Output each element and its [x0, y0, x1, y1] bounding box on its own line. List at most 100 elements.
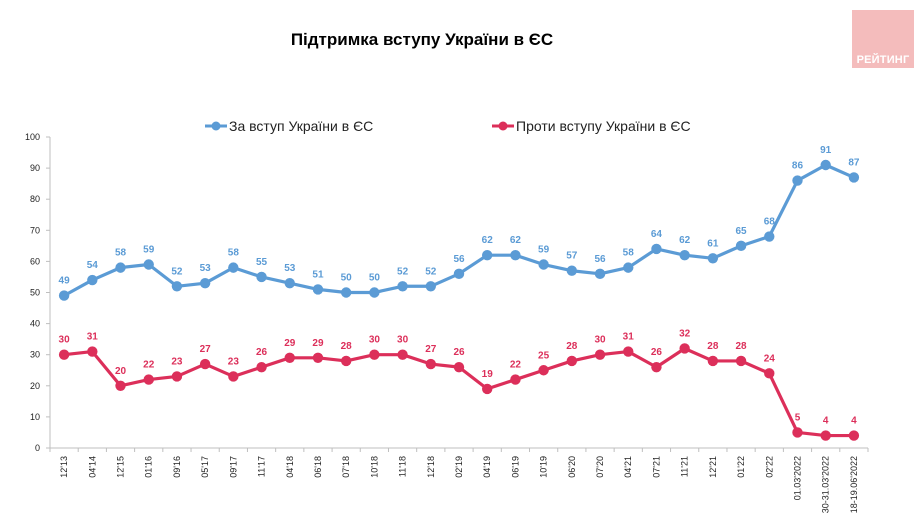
x-tick-label: 02'19 [454, 456, 464, 478]
x-tick-label: 11'21 [680, 456, 690, 477]
x-tick-label: 01.03'2022 [792, 456, 802, 500]
data-label: 30 [369, 335, 381, 346]
data-label: 27 [425, 344, 437, 355]
data-label: 53 [284, 263, 296, 274]
x-tick-label: 07'20 [595, 456, 605, 478]
x-tick-label: 07'21 [651, 456, 661, 478]
x-tick-label: 12'18 [426, 456, 436, 478]
y-tick-label: 60 [30, 256, 40, 266]
x-tick-label: 30-31.03'2022 [821, 456, 831, 513]
data-label: 26 [453, 347, 465, 358]
data-label: 29 [284, 338, 296, 349]
data-label: 61 [707, 238, 719, 249]
data-point [707, 253, 719, 264]
y-tick-label: 40 [30, 319, 40, 329]
data-label: 51 [312, 269, 324, 280]
data-point [87, 346, 98, 357]
data-label: 86 [792, 161, 804, 172]
rating-logo: РЕЙТИНГ [852, 10, 914, 68]
data-point [651, 243, 662, 255]
data-label: 26 [256, 347, 268, 358]
x-tick-label: 02'22 [764, 456, 774, 478]
x-tick-label: 18-19.06'2022 [849, 456, 859, 513]
y-tick-label: 50 [30, 288, 40, 298]
data-label: 4 [823, 416, 829, 427]
data-label: 30 [594, 335, 606, 346]
data-point [735, 240, 747, 252]
data-point [594, 268, 606, 280]
data-label: 56 [594, 254, 606, 265]
x-tick-label: 06'18 [313, 456, 323, 478]
data-point [453, 268, 465, 280]
data-point [425, 358, 436, 370]
logo-text: РЕЙТИНГ [856, 54, 910, 66]
data-point [510, 249, 521, 261]
y-tick-label: 30 [30, 350, 40, 360]
data-point [651, 361, 662, 373]
data-label: 52 [425, 266, 437, 277]
data-label: 53 [200, 263, 212, 274]
x-tick-label: 06'20 [567, 456, 577, 478]
data-point [256, 361, 267, 373]
y-tick-label: 20 [30, 381, 40, 391]
data-label: 23 [228, 356, 240, 367]
data-point [482, 383, 493, 395]
data-point [199, 277, 211, 289]
data-point [735, 355, 747, 367]
data-label: 23 [171, 356, 183, 367]
x-tick-label: 01'16 [144, 456, 154, 478]
data-label: 59 [143, 245, 155, 256]
x-tick-label: 11'18 [398, 456, 408, 477]
series-line-1 [63, 346, 854, 438]
data-point [58, 290, 70, 301]
data-point [58, 349, 70, 360]
data-point [256, 271, 267, 283]
data-point [171, 281, 183, 292]
data-label: 52 [397, 266, 409, 277]
data-label: 68 [764, 217, 776, 228]
data-label: 28 [341, 341, 353, 352]
data-label: 55 [256, 257, 268, 268]
data-label: 64 [651, 229, 663, 240]
x-tick-label: 11'17 [257, 456, 267, 477]
x-tick-label: 04'14 [87, 456, 97, 478]
data-point [482, 249, 493, 261]
data-point [538, 365, 549, 376]
data-point [115, 380, 126, 391]
data-label: 22 [510, 360, 522, 371]
data-label: 59 [538, 245, 550, 256]
data-label: 32 [679, 328, 691, 339]
data-label: 28 [736, 341, 748, 352]
y-tick-label: 80 [30, 194, 40, 204]
x-tick-label: 05'17 [200, 456, 210, 478]
data-label: 26 [651, 347, 663, 358]
data-label: 87 [848, 157, 860, 168]
data-point [510, 374, 521, 385]
data-point [594, 349, 606, 360]
data-point [284, 277, 295, 289]
y-tick-label: 0 [35, 443, 40, 453]
data-label: 50 [369, 273, 381, 284]
data-point [397, 281, 408, 292]
data-point [623, 262, 634, 273]
data-label: 31 [623, 332, 635, 343]
x-tick-label: 04'19 [482, 456, 492, 478]
x-tick-label: 12'21 [708, 456, 718, 478]
y-tick-label: 100 [25, 132, 40, 142]
data-label: 22 [143, 360, 155, 371]
data-point [679, 249, 690, 261]
x-tick-label: 12'13 [59, 456, 69, 478]
data-label: 58 [623, 248, 635, 259]
data-point [820, 430, 831, 441]
legend-label: Проти вступу України в ЄС [516, 118, 691, 134]
data-label: 91 [820, 145, 832, 156]
data-point [143, 374, 154, 385]
legend-marker-icon [498, 121, 508, 131]
data-point [397, 349, 408, 360]
x-tick-label: 01'22 [736, 456, 746, 478]
data-point [228, 262, 239, 273]
data-point [228, 371, 239, 382]
data-label: 19 [482, 369, 494, 380]
data-label: 5 [795, 412, 801, 423]
data-point [425, 281, 436, 292]
